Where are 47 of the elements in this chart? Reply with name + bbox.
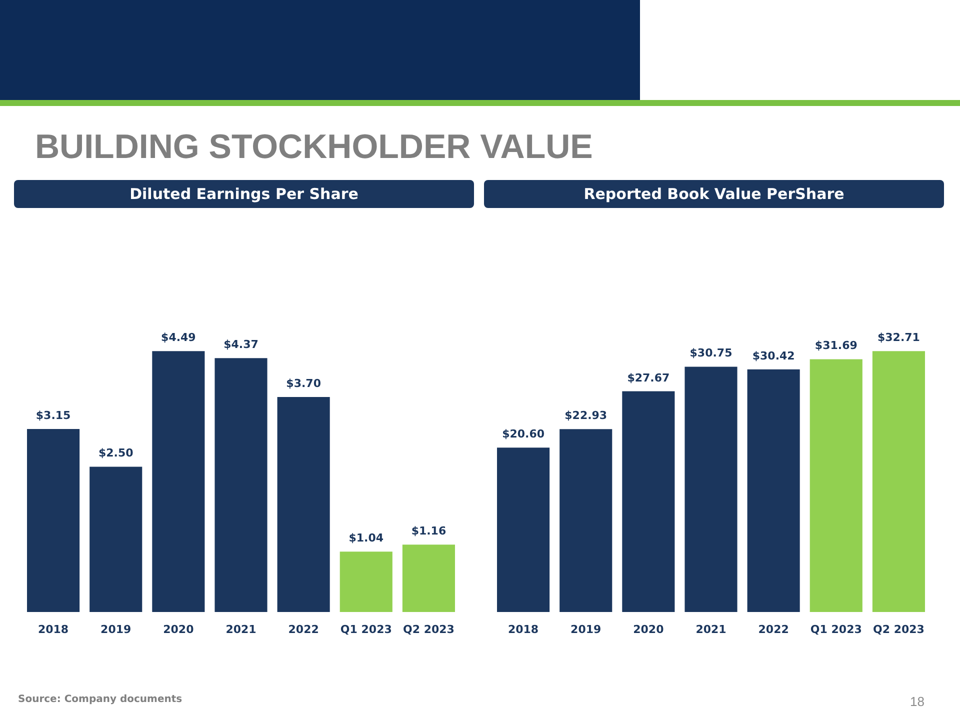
data-label: $4.37 [224,338,258,352]
x-tick-label: 2022 [758,623,789,636]
x-tick-label: 2018 [38,623,69,636]
bar [340,552,392,612]
x-tick-label: 2022 [288,623,319,636]
bar [152,351,205,612]
data-label: $22.93 [564,409,608,422]
text: 18 [910,694,924,709]
data-label: $1.16 [411,524,446,538]
bar [402,544,455,612]
x-tick-label: Q2 2023 [872,623,924,636]
bar [684,366,738,612]
x-tick-label: Q1 2023 [810,623,862,636]
x-tick-label: 2020 [633,623,664,636]
x-tick-label: Q1 2023 [340,623,392,636]
bar [810,359,862,612]
data-label: $31.69 [814,339,858,352]
data-label: $30.75 [690,346,732,360]
x-tick-label: 2021 [696,623,726,636]
bar [872,351,925,612]
data-label: $3.15 [36,408,71,422]
source-note: Source: Company documents [18,694,182,705]
chart-title: Diluted Earnings Per Share [14,180,474,208]
data-label: $4.49 [161,331,196,344]
data-label: $20.60 [502,428,545,441]
chart-title: Reported Book Value PerShare [484,180,944,208]
bar [747,369,800,612]
x-tick-label: 2020 [163,623,194,636]
data-label: $3.70 [286,376,322,390]
data-label: $32.71 [877,331,920,344]
x-tick-label: 2018 [508,623,539,636]
bar [214,358,268,612]
bar [560,429,612,612]
data-label: $27.67 [627,371,670,384]
bar [90,466,142,612]
x-tick-label: 2019 [100,623,132,636]
bar [27,428,80,612]
bar [497,448,550,612]
x-tick-label: 2021 [226,623,256,636]
bar [622,391,675,612]
text: BUILDING STOCKHOLDER VALUE [35,128,593,167]
data-label: $1.04 [348,532,384,545]
data-label: $2.50 [98,446,134,460]
bar [277,396,330,612]
x-tick-label: 2019 [570,623,602,636]
x-tick-label: Q2 2023 [402,623,454,636]
data-label: $30.42 [752,349,795,362]
